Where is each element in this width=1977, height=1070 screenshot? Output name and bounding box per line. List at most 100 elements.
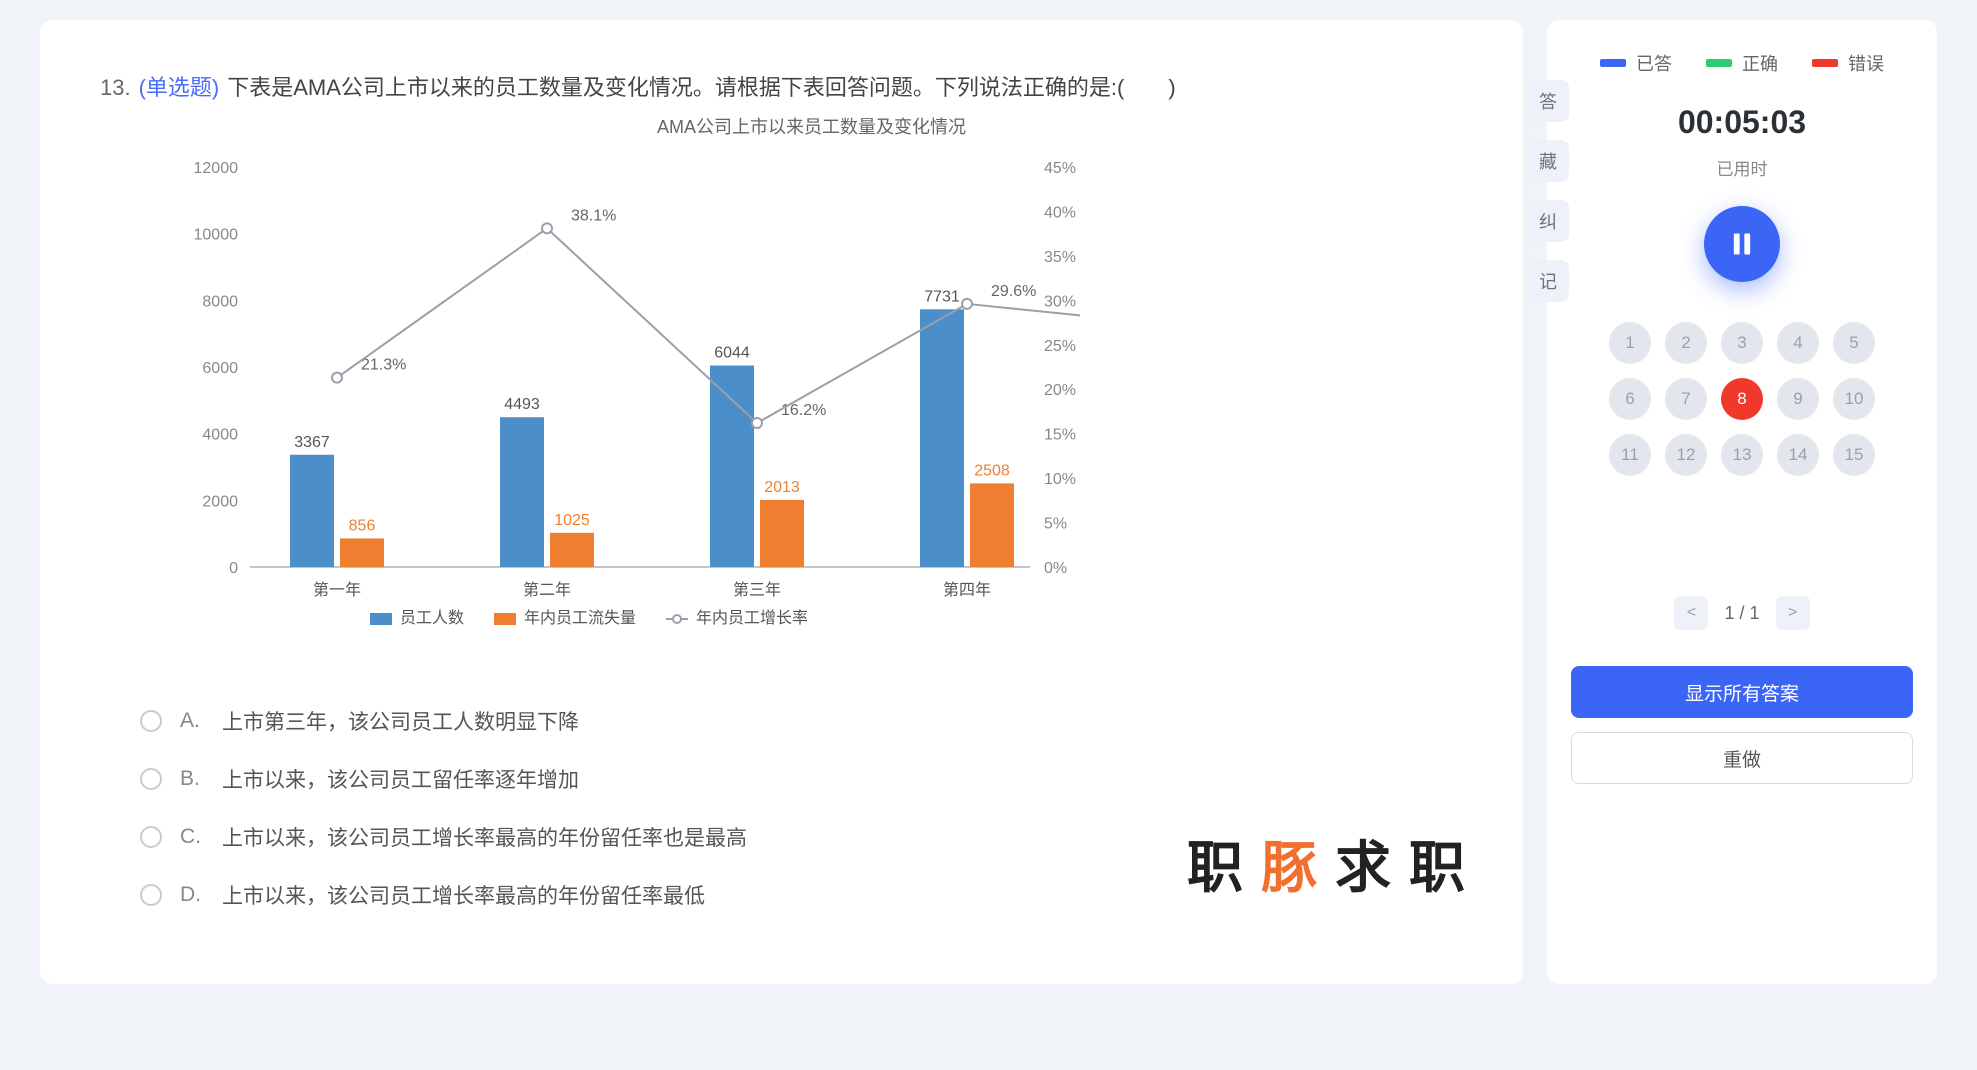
svg-text:21.3%: 21.3% (361, 357, 406, 374)
radio-icon (140, 826, 162, 848)
svg-text:2000: 2000 (202, 494, 238, 511)
question-text: 下表是AMA公司上市以来的员工数量及变化情况。请根据下表回答问题。下列说法正确的… (227, 70, 1175, 105)
svg-text:员工人数: 员工人数 (400, 609, 464, 627)
svg-text:29.6%: 29.6% (991, 283, 1036, 300)
svg-text:856: 856 (349, 518, 376, 535)
qnav-1[interactable]: 1 (1609, 322, 1651, 364)
wm-b: 豚 (1261, 836, 1335, 899)
legend-1: 正确 (1706, 50, 1778, 76)
svg-text:年内员工流失量: 年内员工流失量 (524, 609, 636, 627)
svg-text:1025: 1025 (554, 512, 590, 529)
qnav-4[interactable]: 4 (1777, 322, 1819, 364)
svg-text:35%: 35% (1044, 249, 1076, 266)
svg-text:2013: 2013 (764, 479, 800, 496)
pause-button[interactable] (1704, 206, 1780, 282)
chart-container: AMA公司上市以来员工数量及变化情况 0 2000 4000 6000 8000 1000… (160, 113, 1463, 652)
svg-text:4000: 4000 (202, 427, 238, 444)
qnav-8[interactable]: 8 (1721, 378, 1763, 420)
legend-label: 错误 (1848, 50, 1884, 76)
svg-text:年内员工增长率: 年内员工增长率 (696, 609, 808, 627)
pager-prev[interactable]: < (1674, 596, 1708, 630)
radio-icon (140, 884, 162, 906)
svg-text:6000: 6000 (202, 360, 238, 377)
status-legend: 已答 正确 错误 (1600, 50, 1884, 76)
right-panel: 已答正确错误 00:05:03 已用时 12345678910111213141… (1547, 20, 1937, 984)
answer-option-B[interactable]: B. 上市以来，该公司员工留任率逐年增加 (140, 750, 1463, 808)
svg-text:40%: 40% (1044, 205, 1076, 222)
svg-text:7731: 7731 (924, 288, 960, 305)
svg-text:第三年: 第三年 (733, 581, 781, 599)
legend-0: 已答 (1600, 50, 1672, 76)
question-nav-grid: 123456789101112131415 (1609, 322, 1875, 476)
svg-text:0%: 0% (1044, 560, 1067, 577)
svg-text:第二年: 第二年 (523, 581, 571, 599)
legend-label: 已答 (1636, 50, 1672, 76)
svg-text:10000: 10000 (194, 227, 239, 244)
show-answers-button[interactable]: 显示所有答案 (1571, 666, 1913, 718)
svg-text:0: 0 (229, 560, 238, 577)
qnav-3[interactable]: 3 (1721, 322, 1763, 364)
answer-key: A. (180, 709, 204, 733)
qnav-2[interactable]: 2 (1665, 322, 1707, 364)
watermark: 职豚求职 (1187, 823, 1483, 904)
qnav-14[interactable]: 14 (1777, 434, 1819, 476)
svg-text:6044: 6044 (714, 345, 750, 362)
answer-text: 上市以来，该公司员工留任率逐年增加 (222, 764, 579, 794)
timer-label: 已用时 (1717, 155, 1768, 180)
chart-title: AMA公司上市以来员工数量及变化情况 (160, 113, 1463, 139)
qnav-13[interactable]: 13 (1721, 434, 1763, 476)
legend-2: 错误 (1812, 50, 1884, 76)
answer-key: B. (180, 767, 204, 791)
qnav-7[interactable]: 7 (1665, 378, 1707, 420)
page-root: 答藏纠记 13. (单选题) 下表是AMA公司上市以来的员工数量及变化情况。请根… (0, 0, 1977, 1004)
redo-button[interactable]: 重做 (1571, 732, 1913, 784)
legend-swatch (1600, 59, 1626, 67)
side-action-2[interactable]: 纠 (1527, 200, 1569, 242)
answer-key: C. (180, 825, 204, 849)
side-action-3[interactable]: 记 (1527, 260, 1569, 302)
svg-text:20%: 20% (1044, 382, 1076, 399)
svg-text:5%: 5% (1044, 516, 1067, 533)
qnav-11[interactable]: 11 (1609, 434, 1651, 476)
chart-plot: 0 2000 4000 6000 8000 10000 12000 0% 5% 10% 15% 20%… (160, 147, 1080, 652)
qnav-12[interactable]: 12 (1665, 434, 1707, 476)
answer-key: D. (180, 883, 204, 907)
question-number: 13. (100, 70, 131, 105)
answer-text: 上市以来，该公司员工增长率最高的年份留任率也是最高 (222, 822, 747, 852)
svg-text:15%: 15% (1044, 427, 1076, 444)
qnav-5[interactable]: 5 (1833, 322, 1875, 364)
svg-text:38.1%: 38.1% (571, 208, 616, 225)
svg-text:3367: 3367 (294, 434, 330, 451)
qnav-15[interactable]: 15 (1833, 434, 1875, 476)
qnav-9[interactable]: 9 (1777, 378, 1819, 420)
svg-text:25%: 25% (1044, 338, 1076, 355)
answer-text: 上市以来，该公司员工增长率最高的年份留任率最低 (222, 880, 705, 910)
answer-option-A[interactable]: A. 上市第三年，该公司员工人数明显下降 (140, 692, 1463, 750)
qnav-6[interactable]: 6 (1609, 378, 1651, 420)
wm-a: 职 (1187, 836, 1261, 899)
pager-text: 1 / 1 (1724, 603, 1759, 624)
answer-text: 上市第三年，该公司员工人数明显下降 (222, 706, 579, 736)
timer: 00:05:03 (1678, 104, 1806, 141)
legend-label: 正确 (1742, 50, 1778, 76)
pause-icon (1728, 230, 1756, 258)
side-action-bar: 答藏纠记 (1527, 80, 1569, 302)
side-action-0[interactable]: 答 (1527, 80, 1569, 122)
radio-icon (140, 710, 162, 732)
side-action-1[interactable]: 藏 (1527, 140, 1569, 182)
legend-swatch (1706, 59, 1732, 67)
qnav-10[interactable]: 10 (1833, 378, 1875, 420)
radio-icon (140, 768, 162, 790)
pager-next[interactable]: > (1776, 596, 1810, 630)
svg-text:第一年: 第一年 (313, 581, 361, 599)
chart-svg: 0 2000 4000 6000 8000 10000 12000 0% 5% 10% 15% 20%… (160, 147, 1080, 647)
question-card: 答藏纠记 13. (单选题) 下表是AMA公司上市以来的员工数量及变化情况。请根… (40, 20, 1523, 984)
svg-text:8000: 8000 (202, 294, 238, 311)
svg-text:10%: 10% (1044, 471, 1076, 488)
legend-swatch (1812, 59, 1838, 67)
svg-text:12000: 12000 (194, 160, 239, 177)
svg-text:30%: 30% (1044, 294, 1076, 311)
question-type: (单选题) (139, 70, 220, 105)
wm-c: 求 (1335, 836, 1409, 899)
svg-text:第四年: 第四年 (943, 581, 991, 599)
